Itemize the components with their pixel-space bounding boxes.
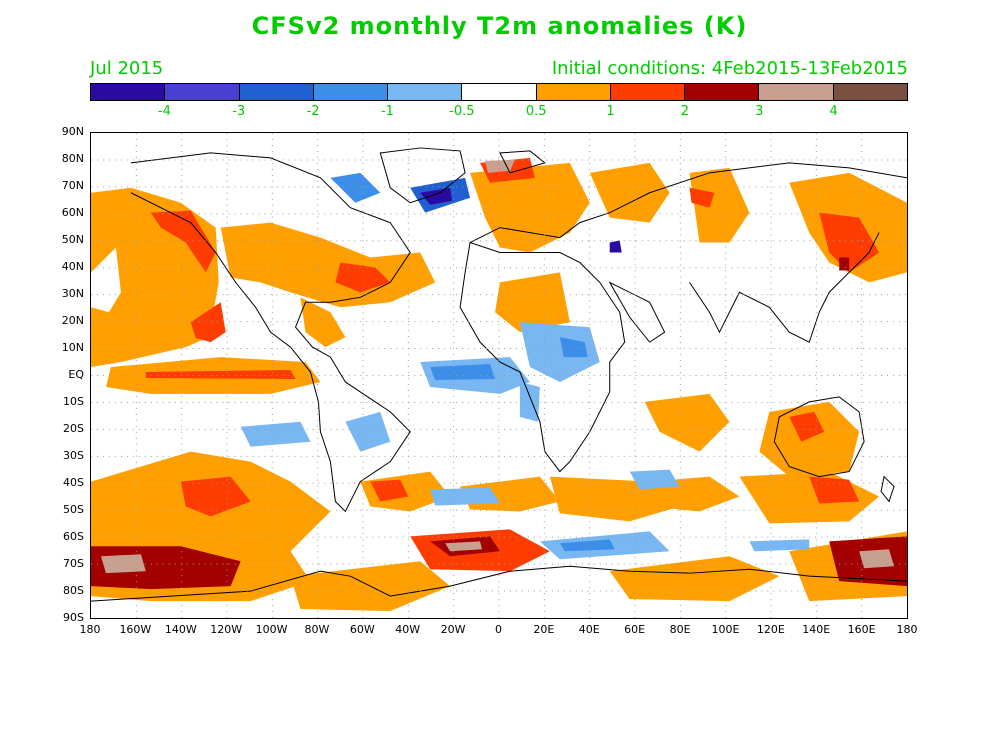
latitude-label: 70S — [63, 557, 84, 570]
longitude-label: 40W — [395, 623, 421, 636]
colorbar — [90, 83, 908, 101]
longitude-label: 180 — [79, 623, 101, 636]
latitude-label: 80S — [63, 584, 84, 597]
colorbar-swatch — [462, 84, 537, 100]
latitude-label: 60S — [63, 530, 84, 543]
longitude-label: 120W — [210, 623, 243, 636]
longitude-label: 160E — [847, 623, 876, 636]
latitude-label: 30S — [63, 449, 84, 462]
latitude-label: 50S — [63, 503, 84, 516]
colorbar-labels: -4 -3 -2 -1 -0.5 0.5 1 2 3 4 — [90, 104, 908, 120]
colorbar-tick-label: 4 — [829, 104, 838, 119]
latitude-label: 60N — [61, 206, 84, 219]
coastlines — [91, 147, 907, 602]
initial-conditions-label: Initial conditions: 4Feb2015-13Feb2015 — [551, 58, 908, 79]
valid-month-label: Jul 2015 — [90, 58, 164, 79]
longitude-label: 60E — [624, 623, 646, 636]
warm-anomaly-regions — [91, 157, 907, 612]
latitude-label: 30N — [61, 287, 84, 300]
longitude-label: 40E — [578, 623, 600, 636]
colorbar-tick-label: -3 — [232, 104, 246, 119]
colorbar-tick-label: -2 — [306, 104, 320, 119]
longitude-label: 80W — [304, 623, 330, 636]
longitude-label: 120E — [756, 623, 785, 636]
longitude-label: 20W — [440, 623, 466, 636]
latitude-label: 40S — [63, 476, 84, 489]
longitude-label: 100W — [255, 623, 288, 636]
colorbar-tick-label: -0.5 — [449, 104, 475, 119]
longitude-label: 20E — [533, 623, 555, 636]
latitude-label: 70N — [61, 179, 84, 192]
latitude-label: 10N — [61, 341, 84, 354]
colorbar-swatch — [91, 84, 166, 100]
longitude-label: 140W — [164, 623, 197, 636]
colorbar-swatch — [610, 84, 686, 100]
latitude-label: 20S — [63, 422, 84, 435]
colorbar-tick-label: 3 — [755, 104, 764, 119]
colorbar-swatch — [685, 84, 760, 100]
colorbar-swatch — [165, 84, 240, 100]
colorbar-tick-label: 0.5 — [525, 104, 547, 119]
colorbar-tick-label: -4 — [157, 104, 171, 119]
latitude-label: EQ — [68, 368, 84, 381]
latitude-label: 50N — [61, 233, 84, 246]
colorbar-swatch — [388, 84, 463, 100]
longitude-label: 140E — [802, 623, 831, 636]
latitude-label: 90N — [61, 125, 84, 138]
anomaly-map — [90, 132, 908, 619]
latitude-label: 40N — [61, 260, 84, 273]
longitude-label: 180 — [896, 623, 918, 636]
map-title: CFSv2 monthly T2m anomalies (K) — [251, 12, 748, 40]
longitude-label: 160W — [119, 623, 152, 636]
colorbar-swatch — [759, 84, 834, 100]
latitude-label: 20N — [61, 314, 84, 327]
colorbar-swatch — [833, 84, 907, 100]
latitude-label: 80N — [61, 152, 84, 165]
colorbar-swatch — [536, 84, 611, 100]
latitude-label: 90S — [63, 611, 84, 624]
colorbar-tick-label: 1 — [606, 104, 615, 119]
cold-anomaly-regions — [240, 172, 810, 560]
colorbar-tick-label: -1 — [380, 104, 394, 119]
longitude-label: 0 — [495, 623, 502, 636]
colorbar-swatch — [313, 84, 389, 100]
latitude-label: 10S — [63, 395, 84, 408]
longitude-label: 80E — [669, 623, 691, 636]
gridlines — [91, 133, 907, 618]
colorbar-swatch — [239, 84, 314, 100]
longitude-label: 100E — [711, 623, 740, 636]
longitude-label: 60W — [349, 623, 375, 636]
colorbar-tick-label: 2 — [680, 104, 690, 119]
